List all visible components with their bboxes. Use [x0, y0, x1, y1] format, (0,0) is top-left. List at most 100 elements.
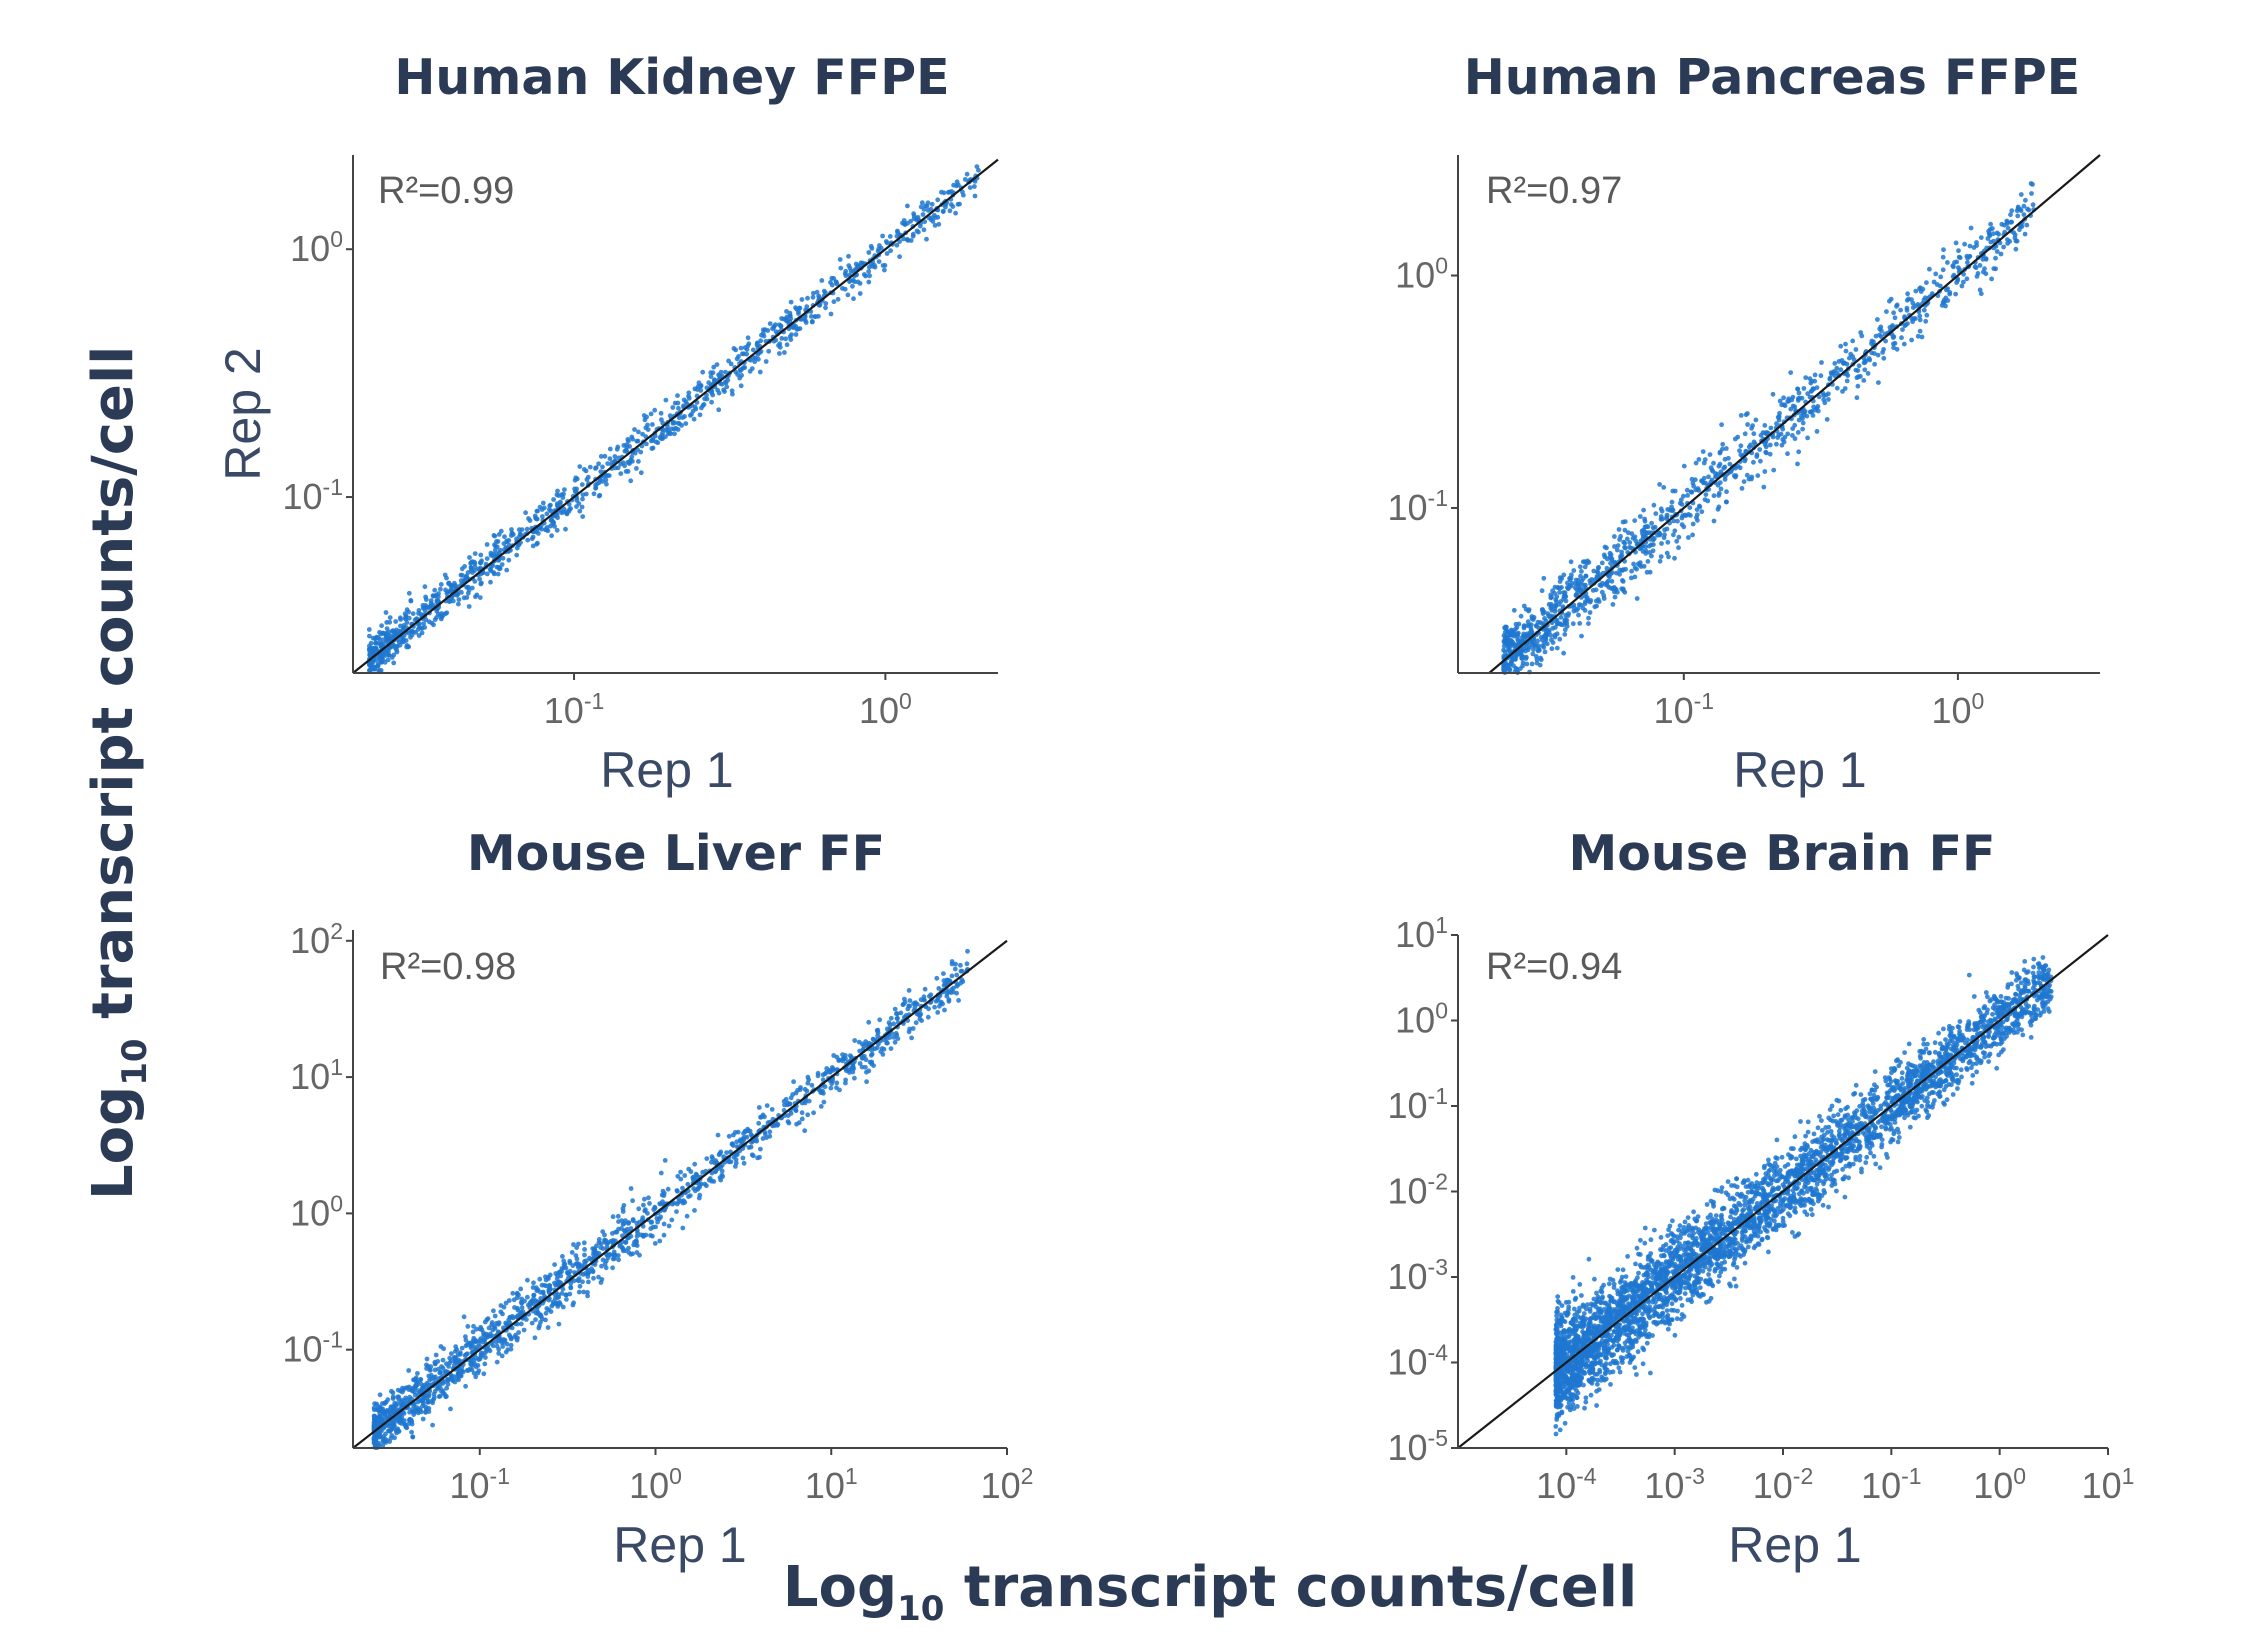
data-point [459, 1345, 465, 1351]
data-point [456, 597, 462, 602]
data-point [653, 439, 659, 445]
data-point [1717, 480, 1723, 485]
data-point [485, 1316, 491, 1321]
data-point [675, 400, 681, 406]
data-point [438, 1369, 443, 1375]
data-point [706, 1177, 712, 1183]
data-point [452, 1355, 457, 1360]
data-point [1550, 640, 1556, 645]
data-point [758, 1146, 763, 1152]
data-point [376, 1421, 381, 1427]
data-point [1507, 644, 1513, 650]
data-point [1749, 425, 1754, 431]
data-point [857, 281, 863, 286]
data-point [500, 1344, 506, 1349]
data-point [620, 1206, 626, 1211]
data-point [947, 189, 952, 195]
data-point [953, 210, 958, 216]
data-point [1644, 569, 1650, 575]
data-point [1753, 1171, 1759, 1177]
data-point [697, 1192, 703, 1198]
data-point [509, 533, 514, 538]
data-point [1688, 489, 1694, 495]
data-point [700, 1169, 706, 1175]
data-point [424, 1356, 430, 1362]
data-point [866, 1019, 872, 1025]
data-point [498, 528, 504, 534]
x-tick-label: 100 [1931, 688, 1984, 731]
data-point [1707, 452, 1713, 457]
data-point [1661, 535, 1667, 541]
y-axis-label: Rep 2 [215, 347, 271, 480]
data-point [847, 279, 852, 285]
data-point [641, 1202, 646, 1208]
data-point [1685, 493, 1690, 498]
data-point [949, 959, 955, 964]
data-point [1549, 602, 1554, 607]
data-point [892, 1006, 898, 1012]
data-point [656, 1216, 662, 1222]
data-point [675, 393, 680, 398]
data-point [661, 1221, 667, 1227]
data-point [636, 1206, 642, 1212]
y-tick-label: 100 [1395, 253, 1448, 296]
data-point [898, 1010, 904, 1016]
data-point [535, 540, 540, 546]
data-point [748, 1144, 754, 1150]
data-point [928, 992, 934, 998]
data-point [863, 1039, 869, 1044]
data-point [1956, 248, 1961, 254]
data-point [455, 1352, 461, 1357]
data-point [579, 482, 585, 487]
data-point [657, 1238, 663, 1244]
data-point [589, 1266, 594, 1272]
data-point [1790, 433, 1795, 438]
data-point [1832, 361, 1838, 366]
data-point [2024, 222, 2030, 228]
data-point [1775, 435, 1781, 440]
data-point [533, 1285, 539, 1291]
data-point [681, 397, 687, 403]
data-point [1576, 612, 1581, 618]
data-point [1671, 532, 1676, 538]
data-point [1670, 507, 1676, 513]
data-point [1843, 341, 1848, 347]
data-point [1568, 559, 1574, 565]
data-point [1531, 647, 1536, 652]
data-point [1711, 460, 1716, 466]
data-point [584, 1258, 589, 1264]
data-point [594, 1250, 600, 1256]
data-point [436, 591, 441, 596]
data-point [905, 238, 911, 243]
data-point [1519, 635, 1525, 640]
data-point [1503, 634, 1508, 640]
data-point [530, 543, 536, 549]
data-point [1510, 640, 1516, 645]
data-point [1691, 1209, 1696, 1215]
data-point [1753, 417, 1759, 423]
data-point [837, 1087, 842, 1093]
data-point [492, 1313, 498, 1319]
r-squared-annotation: R²=0.97 [1486, 170, 1622, 212]
data-point [2014, 238, 2020, 244]
data-point [1862, 367, 1868, 373]
data-point [402, 1422, 407, 1427]
data-point [1807, 376, 1813, 382]
data-point [1836, 359, 1842, 364]
data-point [505, 1347, 511, 1352]
data-point [1944, 287, 1949, 293]
data-point [1727, 461, 1733, 467]
data-point [502, 1337, 508, 1343]
x-tick-label: 10-1 [544, 688, 605, 731]
data-point [1696, 457, 1702, 462]
data-point [454, 1347, 460, 1352]
data-point [448, 1406, 453, 1412]
data-point [1838, 1107, 1844, 1113]
data-point [641, 413, 647, 418]
data-point [1561, 590, 1566, 595]
data-point [773, 337, 779, 343]
data-point [831, 299, 837, 305]
